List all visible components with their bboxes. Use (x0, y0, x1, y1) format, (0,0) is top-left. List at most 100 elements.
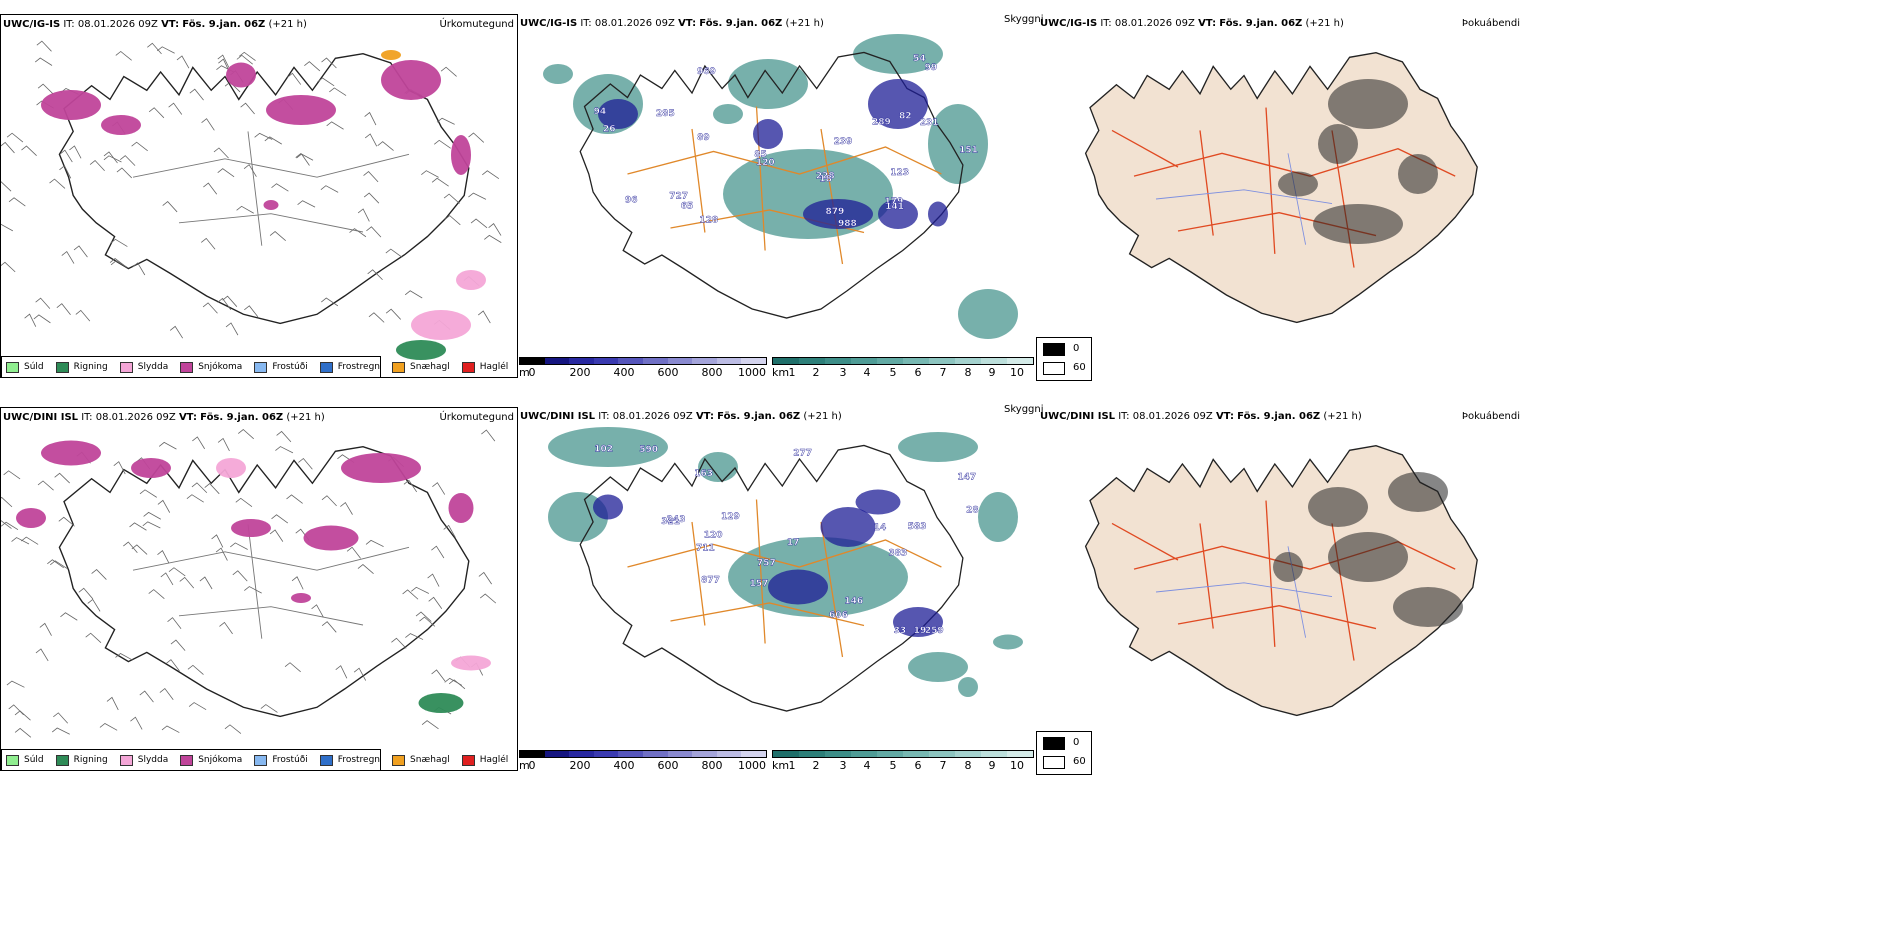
wind-barb (199, 576, 213, 590)
wind-barb (160, 572, 174, 586)
colorbar-segment (642, 751, 668, 757)
fog-key-top: 0 60 (1036, 337, 1092, 381)
visibility-value-label: 129 (721, 512, 740, 522)
wind-barb (59, 149, 73, 163)
wind-barb (191, 482, 208, 494)
wind-barb (119, 155, 136, 166)
road-network (1111, 500, 1456, 661)
wind-barb (297, 200, 316, 208)
wind-barb (254, 132, 273, 140)
visibility-value-label: 383 (888, 548, 907, 558)
wind-barb (168, 102, 183, 115)
precip-area (411, 310, 471, 340)
tick-label: 800 (701, 366, 723, 379)
wind-barb (47, 559, 64, 569)
fog-index-area (1313, 204, 1403, 244)
wind-barb (421, 170, 439, 178)
road-network (627, 106, 942, 265)
visibility-value-label: 590 (639, 445, 658, 455)
wind-barb (217, 437, 230, 452)
visibility-value-label: 606 (829, 610, 848, 620)
tick-label: 800 (701, 759, 723, 772)
wind-barb (168, 567, 186, 577)
wind-barb (236, 54, 253, 65)
precip-area (41, 440, 101, 466)
colorbar-segment (716, 751, 742, 757)
wind-barb (428, 596, 443, 610)
precip-area (226, 62, 256, 88)
legend-item: Frostregn (319, 361, 380, 373)
colorbar-segment (667, 358, 693, 364)
height-colorbar-top: m 0 200 400 600 800 1000 (519, 357, 767, 379)
precip-title-bottom: UWC/DINI ISL IT: 08.01.2026 09Z VT: Fös.… (3, 412, 325, 423)
wind-barb (365, 539, 384, 547)
tick-label: 600 (657, 759, 679, 772)
wind-barb (157, 499, 171, 513)
tick-label: 10 (1010, 366, 1024, 379)
wind-barb (219, 621, 233, 635)
tick-label: 2 (812, 759, 820, 772)
wind-barb (123, 541, 138, 554)
colorbar-segment (981, 358, 1007, 364)
visibility-value-label: 17 (787, 538, 800, 548)
precip-area (131, 458, 171, 478)
wind-barb (161, 725, 180, 733)
tick-label: 8 (964, 366, 972, 379)
visibility-value-label: 123 (890, 168, 909, 178)
colorbar-segment (851, 751, 877, 757)
fog-panel-bottom: UWC/DINI ISL IT: 08.01.2026 09Z VT: Fös.… (1038, 407, 1520, 771)
visibility-value-label: 102 (594, 445, 613, 455)
precip-title-top: UWC/IG-IS IT: 08.01.2026 09Z VT: Fös. 9.… (3, 19, 307, 30)
cloud-base-area (803, 199, 873, 229)
wind-barb (478, 571, 492, 585)
fog-param-bottom: Þokuábendi (1461, 411, 1520, 422)
wind-barb (176, 55, 190, 69)
colorbar-segment (569, 751, 594, 757)
visibility-value-label: 163 (694, 469, 713, 479)
precip-area (303, 525, 359, 551)
wind-barb (391, 637, 407, 649)
visibility-value-label: 99 (925, 63, 938, 73)
visibility-value-label: 65 (681, 201, 694, 211)
wind-barb (269, 529, 284, 542)
colorbar-segment (955, 751, 981, 757)
colorbar-segment (520, 751, 545, 757)
wind-barb (37, 83, 54, 95)
wind-barb (353, 667, 367, 681)
wind-barb (60, 612, 78, 621)
wind-barb (1, 520, 12, 529)
tick-label: 400 (613, 366, 635, 379)
colorbar-segment (929, 751, 955, 757)
wind-barb (192, 436, 206, 450)
colorbar-segment (955, 358, 981, 364)
tick-label: 6 (914, 759, 922, 772)
wind-barb (368, 312, 385, 323)
wind-barb (238, 51, 256, 61)
wind-barb (240, 102, 255, 115)
legend-item: Frostúði (254, 754, 308, 766)
visibility-param-bottom: Skyggni (1004, 404, 1044, 415)
precip-param-bottom: Úrkomutegund (439, 412, 514, 423)
tick-label: 0 (528, 366, 536, 379)
visibility-value-label: 147 (957, 472, 976, 482)
low-visibility-area (713, 104, 743, 124)
visibility-map-bottom: 757 321 590 383 259 163 157 711 877 14 583 277 102 33… (548, 427, 1023, 712)
visibility-value-label: 259 (925, 626, 944, 636)
wind-barb (56, 303, 71, 315)
visibility-colorbar-top: km 1 2 3 4 5 6 7 8 9 10 (772, 357, 1034, 379)
wind-barb (106, 696, 119, 711)
wind-barb (8, 197, 26, 207)
wind-barb (326, 121, 344, 130)
wind-barb (215, 547, 228, 561)
wind-barb (186, 494, 204, 503)
wind-barb (431, 177, 449, 187)
wind-barb (21, 145, 37, 156)
visibility-value-label: 94 (594, 107, 607, 117)
wind-barb (276, 430, 292, 443)
wind-barb (321, 297, 339, 307)
colorbar-segment (618, 358, 643, 364)
wind-barb (170, 639, 186, 651)
fog-key-bottom: 0 60 (1036, 731, 1092, 775)
wind-barb (321, 495, 337, 507)
wind-barb (189, 88, 204, 101)
